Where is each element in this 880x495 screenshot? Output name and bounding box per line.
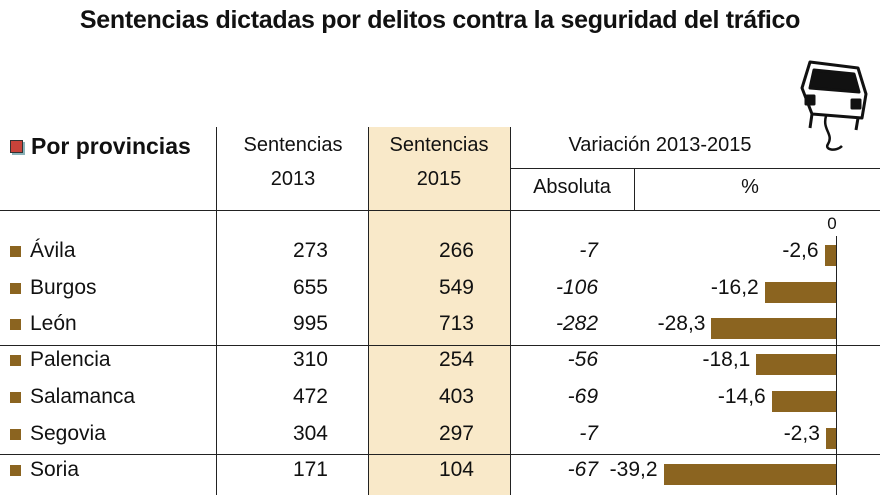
cell-absolute: -106 [555, 276, 598, 299]
percent-bar [764, 282, 836, 303]
percent-label: -14,6 [717, 385, 766, 408]
percent-label: -39,2 [609, 458, 658, 481]
bullet-icon [10, 318, 21, 330]
divider [0, 210, 880, 211]
row-label: Burgos [10, 276, 97, 300]
highlight-column-2015 [368, 127, 510, 495]
cell-2015: 713 [438, 312, 474, 335]
divider [510, 168, 880, 169]
percent-bar [771, 391, 836, 412]
divider [510, 127, 511, 495]
cell-2013: 655 [292, 276, 328, 299]
province-name: Segovia [30, 422, 106, 445]
province-name: León [30, 312, 77, 335]
percent-label: -16,2 [710, 276, 759, 299]
row-label: León [10, 312, 77, 336]
header-absoluta: Absoluta [533, 176, 611, 198]
header-line: 2015 [416, 168, 462, 190]
divider [634, 168, 635, 210]
percent-bar [825, 428, 836, 449]
cell-2013: 310 [292, 348, 328, 371]
province-name: Burgos [30, 276, 97, 299]
cell-2013: 995 [292, 312, 328, 335]
bullet-icon [10, 282, 21, 294]
cell-2015: 104 [438, 458, 474, 481]
percent-bar [711, 318, 836, 339]
cell-2015: 297 [438, 422, 474, 445]
bullet-icon [10, 245, 21, 257]
cell-2013: 171 [292, 458, 328, 481]
header-variacion: Variación 2013-2015 [568, 134, 752, 156]
header-line: Sentencias [389, 134, 489, 156]
cell-absolute: -282 [555, 312, 598, 335]
province-name: Palencia [30, 348, 111, 371]
cell-absolute: -7 [579, 239, 598, 262]
bullet-icon [10, 428, 21, 440]
bullet-icon [10, 464, 21, 476]
cell-2015: 254 [438, 348, 474, 371]
divider [368, 127, 369, 495]
cell-absolute: -7 [579, 422, 598, 445]
percent-bar [663, 464, 836, 485]
cell-2013: 273 [292, 239, 328, 262]
percent-label: -2,6 [782, 239, 819, 262]
row-label: Segovia [10, 422, 106, 446]
header-percent: % [741, 176, 759, 198]
header-line: 2013 [270, 168, 316, 190]
row-label: Salamanca [10, 385, 135, 409]
page-title: Sentencias dictadas por delitos contra l… [79, 6, 801, 34]
row-label: Ávila [10, 239, 76, 263]
province-name: Ávila [30, 239, 76, 262]
divider [0, 454, 880, 455]
cell-2013: 304 [292, 422, 328, 445]
cell-absolute: -56 [567, 348, 598, 371]
header-line: Sentencias [243, 134, 343, 156]
row-label: Palencia [10, 348, 111, 372]
section-marker-icon [10, 140, 23, 153]
province-name: Soria [30, 458, 80, 481]
section-title-label: Por provincias [31, 133, 191, 159]
cell-2013: 472 [292, 385, 328, 408]
cell-absolute: -67 [567, 458, 598, 481]
province-name: Salamanca [30, 385, 136, 408]
divider [0, 345, 880, 346]
percent-bar [756, 354, 836, 375]
percent-label: -28,3 [657, 312, 706, 335]
zero-axis-label: 0 [827, 214, 837, 233]
cell-2015: 266 [438, 239, 474, 262]
percent-label: -2,3 [783, 422, 820, 445]
bullet-icon [10, 391, 21, 403]
cell-2015: 403 [438, 385, 474, 408]
percent-bar [824, 245, 836, 266]
row-label: Soria [10, 458, 79, 482]
percent-label: -18,1 [702, 348, 751, 371]
cell-2015: 549 [438, 276, 474, 299]
header-sentencias-2013: Sentencias 2013 [220, 130, 366, 194]
car-icon [800, 60, 868, 151]
zero-axis-line [836, 236, 837, 495]
section-title: Por provincias [10, 133, 191, 160]
cell-absolute: -69 [567, 385, 598, 408]
header-sentencias-2015: Sentencias 2015 [368, 130, 510, 194]
bullet-icon [10, 354, 21, 366]
divider [216, 127, 217, 495]
